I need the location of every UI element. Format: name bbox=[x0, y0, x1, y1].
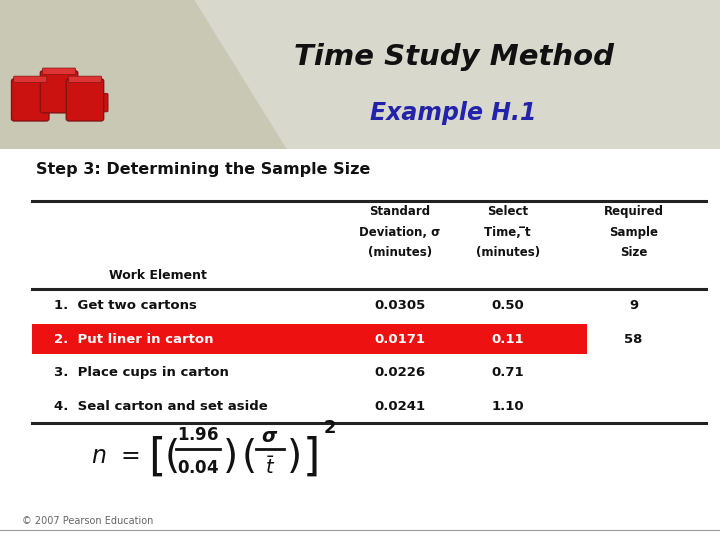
Text: Sample: Sample bbox=[609, 226, 658, 239]
Text: Size: Size bbox=[620, 246, 647, 259]
Text: $\bar{t}$: $\bar{t}$ bbox=[265, 456, 275, 478]
Text: Time, ̅t: Time, ̅t bbox=[485, 226, 531, 239]
Text: $)$: $)$ bbox=[286, 437, 300, 476]
Text: 1.10: 1.10 bbox=[491, 400, 524, 413]
FancyBboxPatch shape bbox=[12, 79, 49, 121]
FancyBboxPatch shape bbox=[68, 76, 102, 83]
FancyBboxPatch shape bbox=[98, 93, 108, 112]
FancyBboxPatch shape bbox=[0, 0, 720, 151]
Text: $]$: $]$ bbox=[302, 434, 318, 478]
Text: 0.0226: 0.0226 bbox=[374, 366, 426, 379]
Text: 0.0241: 0.0241 bbox=[374, 400, 426, 413]
Text: $\mathbf{1.96}$: $\mathbf{1.96}$ bbox=[177, 426, 219, 444]
Text: Work Element: Work Element bbox=[109, 269, 207, 282]
Text: 0.50: 0.50 bbox=[491, 299, 524, 312]
Text: 1.  Get two cartons: 1. Get two cartons bbox=[54, 299, 197, 312]
Text: $\mathbf{2}$: $\mathbf{2}$ bbox=[323, 418, 336, 437]
Text: 4.  Seal carton and set aside: 4. Seal carton and set aside bbox=[54, 400, 268, 413]
Text: 0.11: 0.11 bbox=[491, 333, 524, 346]
Text: Time Study Method: Time Study Method bbox=[294, 43, 613, 71]
Text: 0.0171: 0.0171 bbox=[374, 333, 425, 346]
FancyBboxPatch shape bbox=[40, 71, 78, 113]
Text: Select: Select bbox=[487, 205, 528, 218]
FancyBboxPatch shape bbox=[42, 68, 76, 75]
Text: 0.0305: 0.0305 bbox=[374, 299, 426, 312]
Text: © 2007 Pearson Education: © 2007 Pearson Education bbox=[22, 516, 153, 526]
Text: 2.  Put liner in carton: 2. Put liner in carton bbox=[54, 333, 214, 346]
Text: 0.71: 0.71 bbox=[491, 366, 524, 379]
FancyBboxPatch shape bbox=[32, 324, 587, 354]
Text: Required: Required bbox=[603, 205, 664, 218]
FancyBboxPatch shape bbox=[66, 79, 104, 121]
Text: (minutes): (minutes) bbox=[475, 246, 540, 259]
Text: Standard: Standard bbox=[369, 205, 430, 218]
Text: $\boldsymbol{\sigma}$: $\boldsymbol{\sigma}$ bbox=[261, 427, 279, 446]
Text: Example H.1: Example H.1 bbox=[370, 102, 537, 125]
Text: $($: $($ bbox=[164, 437, 179, 476]
Text: Step 3: Determining the Sample Size: Step 3: Determining the Sample Size bbox=[36, 162, 370, 177]
FancyBboxPatch shape bbox=[72, 85, 82, 104]
Text: Deviation, σ: Deviation, σ bbox=[359, 226, 440, 239]
Text: (minutes): (minutes) bbox=[367, 246, 432, 259]
Text: 58: 58 bbox=[624, 333, 643, 346]
FancyBboxPatch shape bbox=[43, 93, 53, 112]
Polygon shape bbox=[0, 0, 288, 151]
Text: $)$: $)$ bbox=[222, 437, 235, 476]
Text: $\mathbf{0.04}$: $\mathbf{0.04}$ bbox=[177, 459, 219, 477]
FancyBboxPatch shape bbox=[14, 76, 47, 83]
Text: $\mathit{n}$  =: $\mathit{n}$ = bbox=[91, 444, 140, 468]
FancyBboxPatch shape bbox=[0, 148, 720, 540]
Text: $($: $($ bbox=[241, 437, 256, 476]
Text: 9: 9 bbox=[629, 299, 638, 312]
Text: 3.  Place cups in carton: 3. Place cups in carton bbox=[54, 366, 229, 379]
Text: $[$: $[$ bbox=[148, 434, 163, 478]
